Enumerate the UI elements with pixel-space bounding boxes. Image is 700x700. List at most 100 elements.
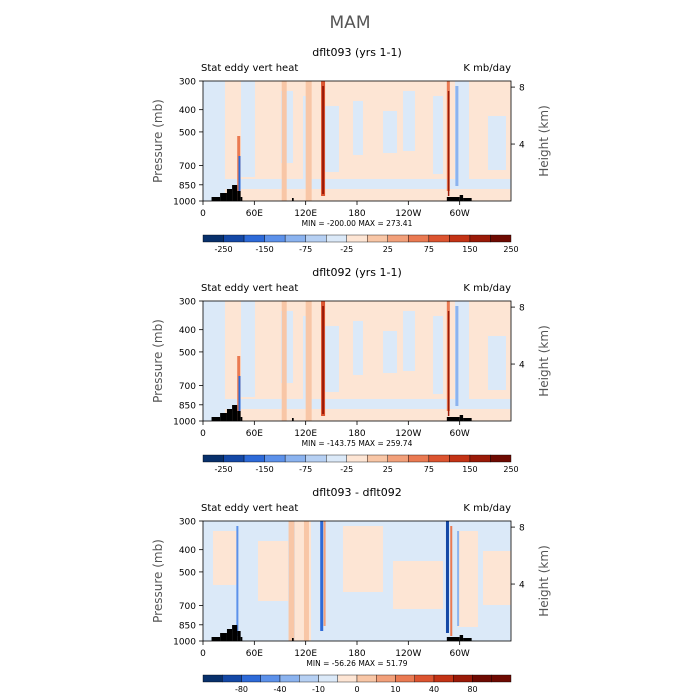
x-tick-label: 120W (395, 209, 421, 219)
field-patch (323, 326, 339, 392)
y-tick-label: 1000 (173, 418, 196, 428)
colorbar-swatch (387, 234, 409, 243)
colorbar-label: 40 (429, 685, 439, 694)
colorbar-label: -150 (256, 465, 274, 474)
topography (237, 191, 241, 201)
colorbar-swatch (376, 674, 396, 683)
y-tick-label: 500 (179, 128, 196, 138)
topography (220, 413, 227, 421)
stats-label: MIN = -200.00 MAX = 273.41 (302, 219, 413, 228)
colorbar-swatch (202, 454, 224, 463)
weak-column (288, 521, 295, 641)
topography (240, 197, 243, 201)
y-axis-label: Pressure (mb) (151, 539, 165, 623)
strong-column (238, 156, 241, 201)
colorbar-swatch (241, 674, 261, 683)
strong-column (238, 376, 241, 421)
topography (446, 417, 460, 421)
y-tick-label: 1000 (173, 638, 196, 648)
chart-panel-1: dflt093 (yrs 1-1) Stat eddy vert heat K mb… (151, 46, 551, 254)
topography (459, 635, 464, 641)
strong-column (445, 521, 449, 633)
field-patch (203, 81, 225, 201)
right-tick-label: 8 (519, 84, 525, 94)
colorbar-swatch (243, 454, 265, 463)
colorbar-swatch (202, 234, 224, 243)
right-tick-label: 8 (519, 524, 525, 534)
colorbar-swatch (346, 234, 368, 243)
colorbar-swatch (356, 674, 377, 683)
x-tick-label: 120E (294, 649, 317, 659)
x-tick-label: 120E (294, 209, 317, 219)
colorbar-swatch (469, 454, 491, 463)
colorbar-label: -75 (299, 465, 312, 474)
colorbar-swatch (326, 234, 347, 243)
colorbar-swatch (367, 234, 388, 243)
topography (211, 197, 221, 201)
y-axis-label-right: Height (km) (537, 325, 551, 396)
plot-area (203, 81, 511, 201)
colorbar-swatch (469, 234, 491, 243)
colorbar-label: -25 (340, 245, 353, 254)
topography (232, 405, 238, 421)
colorbar-label: 10 (390, 685, 400, 694)
weak-column (305, 301, 312, 421)
field-patch (203, 301, 225, 421)
colorbar-swatch (346, 454, 368, 463)
field-patch (393, 561, 443, 609)
right-tick-label: 4 (519, 141, 525, 151)
topography (211, 417, 221, 421)
y-tick-label: 700 (179, 382, 196, 392)
colorbar-label: 25 (383, 245, 393, 254)
topography (240, 637, 243, 641)
y-tick-label: 500 (179, 348, 196, 358)
colorbar-swatch (305, 454, 327, 463)
low-level-band (203, 399, 511, 409)
stats-label: MIN = -56.26 MAX = 51.79 (306, 659, 407, 668)
plot-area (203, 301, 511, 421)
y-tick-label: 400 (179, 546, 196, 556)
topography (291, 198, 294, 201)
field-label: Stat eddy vert heat (201, 63, 298, 74)
colorbar-swatch (337, 674, 358, 683)
field-patch (353, 101, 363, 155)
colorbar-swatch (387, 454, 409, 463)
y-tick-label: 850 (179, 181, 196, 191)
field-patch (403, 311, 415, 371)
x-tick-label: 120E (294, 429, 317, 439)
field-patch (483, 551, 511, 605)
field-patch (258, 541, 288, 601)
strong-column (236, 526, 239, 636)
field-patch (455, 81, 469, 189)
field-patch (241, 301, 255, 397)
colorbar-label: -40 (273, 685, 286, 694)
strong-column (457, 531, 460, 626)
y-tick-label: 1000 (173, 198, 196, 208)
colorbar-label: -150 (256, 245, 274, 254)
colorbar-swatch (284, 234, 306, 243)
topography (226, 629, 233, 641)
y-tick-label: 500 (179, 568, 196, 578)
colorbar-label: -250 (214, 465, 232, 474)
colorbar-label: 250 (503, 245, 518, 254)
colorbar-swatch (264, 234, 286, 243)
x-tick-label: 120W (395, 649, 421, 659)
colorbar-label: 250 (503, 465, 518, 474)
x-tick-label: 60W (449, 649, 469, 659)
colorbar-swatch (222, 674, 242, 683)
units-label: K mb/day (463, 503, 511, 514)
topography (463, 638, 472, 641)
colorbar-swatch (453, 674, 473, 683)
strong-column (450, 526, 453, 636)
y-axis-label-right: Height (km) (537, 545, 551, 616)
colorbar-swatch (223, 234, 245, 243)
right-tick-label: 8 (519, 304, 525, 314)
field-patch (343, 526, 383, 592)
x-tick-label: 120W (395, 429, 421, 439)
strong-column (322, 306, 325, 414)
field-patch (213, 531, 237, 585)
x-tick-label: 60E (246, 209, 263, 219)
weak-column (281, 81, 287, 201)
colorbar-label: -10 (312, 685, 325, 694)
